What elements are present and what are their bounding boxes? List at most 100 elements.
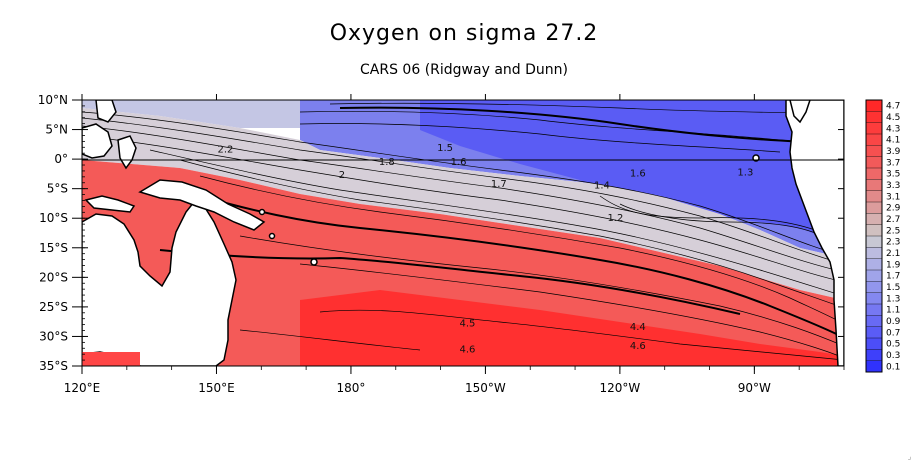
colorbar-swatch <box>866 281 882 293</box>
map-area: 2.2 1.5 1.6 1.8 2 1.7 1.4 1.6 1.3 1.2 4.5 4.6 4.4 4.6 <box>82 100 844 366</box>
contour-label: 4.4 <box>630 322 646 333</box>
colorbar-label: 3.7 <box>886 158 900 168</box>
colorbar-swatch <box>866 122 882 134</box>
colorbar-swatch <box>866 247 882 259</box>
landmass-layer <box>82 100 844 366</box>
colorbar-label: 1.7 <box>886 272 900 282</box>
colorbar-swatch <box>866 304 882 316</box>
colorbar-swatch <box>866 156 882 168</box>
colorbar-swatch <box>866 270 882 282</box>
contour-label: 1.5 <box>437 143 453 154</box>
contour-line <box>82 125 844 273</box>
contour-line <box>82 117 844 265</box>
colorbar-swatch <box>866 111 882 123</box>
colorbar-swatch <box>866 190 882 202</box>
colorbar-label: 1.3 <box>886 294 900 304</box>
y-tick-label: 15°S <box>39 241 68 255</box>
y-tick-label: 35°S <box>39 359 68 373</box>
colorbar-label: 0.7 <box>886 328 900 338</box>
colorbar-swatch <box>866 326 882 338</box>
central-america-landmass <box>789 100 811 124</box>
contour-label: 1.6 <box>451 157 467 168</box>
colorbar-swatch <box>866 315 882 327</box>
fiji-island <box>310 258 318 266</box>
colorbar-label: 3.3 <box>886 181 900 191</box>
colorbar-label: 2.1 <box>886 249 900 259</box>
colorbar-swatch <box>866 134 882 146</box>
contour-label: 2.2 <box>217 145 233 156</box>
contour-line <box>82 111 844 257</box>
contour-line <box>199 195 844 339</box>
colorbar-label: 1.1 <box>886 306 900 316</box>
y-tick-label: 5°N <box>45 123 68 137</box>
y-tick-label: 5°S <box>47 182 68 196</box>
contour-line <box>239 329 421 351</box>
contour-label: 4.6 <box>460 344 476 355</box>
colorbar-swatch <box>866 179 882 191</box>
colorbar-swatch <box>866 258 882 270</box>
colorbar-swatch <box>866 236 882 248</box>
ocean-field-transition <box>82 108 844 300</box>
colorbar-swatch <box>866 100 882 112</box>
contour-label: 1.2 <box>607 213 623 224</box>
contour-labels: 2.2 1.5 1.6 1.8 2 1.7 1.4 1.6 1.3 1.2 4.5 4.6 4.4 4.6 <box>217 143 753 356</box>
ocean-field-high-oxygen <box>82 160 844 366</box>
contour-line <box>149 149 844 297</box>
x-axis: 120°E 150°E 180° 150°W 120°W 90°W <box>64 94 845 395</box>
contour-label: 1.7 <box>491 179 507 190</box>
colorbar-label: 2.5 <box>886 226 900 236</box>
colorbar-label: 0.5 <box>886 340 900 350</box>
australia-landmass <box>82 201 237 366</box>
colorbar-label: 4.5 <box>886 113 900 123</box>
colorbar-label: 3.5 <box>886 170 900 180</box>
colorbar-swatch <box>866 168 882 180</box>
contour-line <box>319 309 844 361</box>
x-tick-label: 90°W <box>738 381 771 395</box>
y-axis: 10°N 5°N 0° 5°S 10°S 15°S 20°S 25°S 30°S 35°S <box>38 93 844 373</box>
y-tick-label: 0° <box>54 152 68 166</box>
x-tick-label: 180° <box>336 381 365 395</box>
plot-frame <box>81 99 845 367</box>
x-tick-label: 120°E <box>64 381 101 395</box>
contour-line <box>299 263 844 359</box>
vanuatu-island <box>268 232 276 240</box>
colorbar-label: 4.7 <box>886 102 900 112</box>
chart-title: Oxygen on sigma 27.2 <box>330 21 599 46</box>
x-tick-label: 150°E <box>198 381 235 395</box>
colorbar-swatch <box>866 145 882 157</box>
ocean-field-core-minimum <box>420 100 844 240</box>
corner-mark: ⌟ <box>907 452 912 461</box>
colorbar-swatch <box>866 213 882 225</box>
contour-line <box>599 195 831 237</box>
y-tick-label: 20°S <box>39 270 68 284</box>
contour-label: 1.3 <box>737 168 753 179</box>
indonesia-islands <box>84 195 136 213</box>
philippines-landmass <box>95 100 117 123</box>
colorbar-swatch <box>866 360 882 372</box>
y-tick-label: 30°S <box>39 329 68 343</box>
contour-line <box>299 123 781 153</box>
contour-line <box>329 102 844 115</box>
colorbar-swatch <box>866 349 882 361</box>
colorbar-label: 0.1 <box>886 362 900 372</box>
colorbar-label: 0.3 <box>886 351 900 361</box>
contour-line <box>159 249 741 315</box>
colorbar-label: 2.9 <box>886 204 901 214</box>
colorbar-label: 3.1 <box>886 192 900 202</box>
colorbar-label: 1.9 <box>886 260 901 270</box>
new-guinea-landmass <box>138 179 266 231</box>
colorbar-label: 4.3 <box>886 124 900 134</box>
colorbar: 4.74.54.3 4.13.93.7 3.53.33.1 2.92.72.5 2.32… <box>865 99 901 373</box>
colorbar-label: 3.9 <box>886 147 901 157</box>
colorbar-swatch <box>866 224 882 236</box>
colorbar-swatch <box>866 338 882 350</box>
new-zealand-shelf-shading <box>82 352 140 366</box>
colorbar-label: 4.1 <box>886 136 900 146</box>
contour-label: 4.5 <box>460 318 476 329</box>
colorbar-swatch <box>866 202 882 214</box>
contour-label: 1.4 <box>594 181 610 192</box>
colorbar-label: 0.9 <box>886 317 901 327</box>
colorbar-swatch <box>866 292 882 304</box>
contour-line <box>239 235 844 347</box>
